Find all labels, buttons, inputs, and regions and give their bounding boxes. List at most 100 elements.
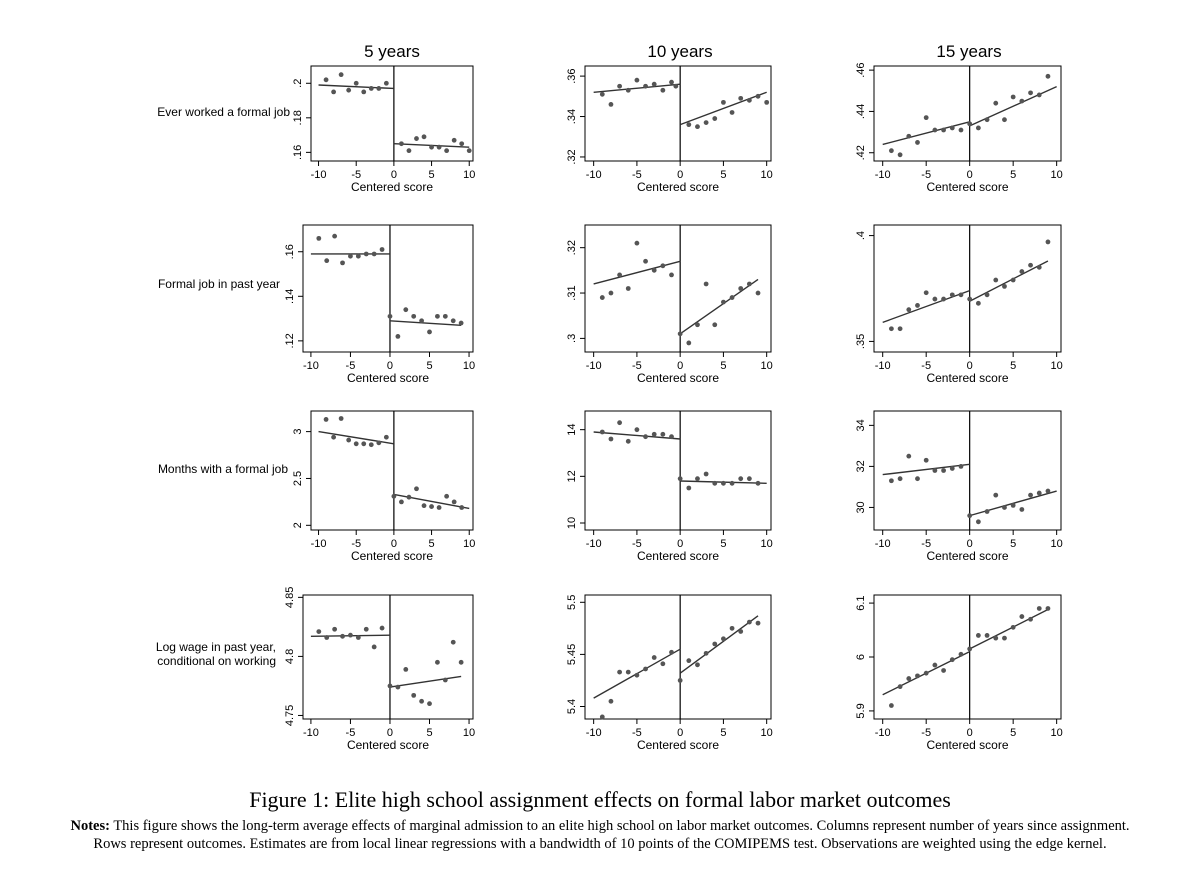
x-tick-label: 0 (967, 169, 973, 181)
data-point (338, 72, 344, 78)
data-point (729, 480, 735, 486)
data-point (451, 137, 457, 143)
data-point (993, 492, 999, 498)
x-tick-label: -10 (586, 360, 602, 372)
data-point (897, 476, 903, 482)
column-title-10-years: 10 years (647, 42, 712, 61)
panel-r2-c1: -10 -5 0 5 10 10 12 14 Centered score (566, 410, 773, 563)
data-point (958, 292, 964, 298)
data-point (651, 81, 657, 87)
data-point (617, 669, 623, 675)
y-tick-label: .42 (855, 145, 867, 160)
plot-frame (302, 594, 474, 720)
panel-r1-c1: -10 -5 0 5 10 .3 .31 .32 Centered score (566, 224, 773, 385)
plot-frame (873, 410, 1062, 531)
data-point (1019, 507, 1025, 512)
data-point (421, 503, 427, 509)
data-point (660, 661, 666, 667)
data-point (906, 453, 912, 459)
data-point (338, 416, 344, 421)
fit-line-right (389, 320, 462, 326)
data-point (949, 292, 955, 298)
y-tick-label: .44 (855, 104, 867, 119)
data-point (625, 87, 631, 93)
data-point (399, 499, 404, 505)
data-point (949, 657, 955, 663)
x-tick-label: 10 (463, 538, 475, 550)
x-tick-label: 0 (677, 538, 683, 550)
data-point (1002, 117, 1007, 123)
x-axis-title: Centered score (637, 180, 719, 194)
data-point (729, 295, 735, 300)
data-point (379, 625, 385, 631)
data-point (435, 659, 440, 665)
data-point (958, 463, 964, 469)
data-point (673, 83, 679, 89)
data-point (686, 658, 692, 664)
data-point (1019, 98, 1025, 104)
data-point (958, 127, 964, 133)
panel-r0-c1: -10 -5 0 5 10 .32 .34 .36 Centered score (566, 65, 773, 194)
data-point (729, 625, 735, 631)
data-point (1045, 73, 1051, 79)
data-point (399, 141, 404, 147)
x-tick-label: -5 (921, 360, 931, 372)
x-tick-label: 5 (426, 360, 432, 372)
data-point (1019, 269, 1025, 274)
data-point (1036, 264, 1042, 270)
data-point (353, 441, 359, 447)
x-tick-label: 5 (428, 538, 434, 550)
data-point (346, 437, 352, 443)
x-tick-label: 0 (391, 169, 397, 181)
data-point (368, 442, 374, 448)
fit-line-left (593, 431, 681, 440)
data-point (975, 300, 981, 306)
fit-line-left (882, 463, 970, 476)
fit-line-left (318, 84, 394, 90)
panel-r3-c2: -10 -5 0 5 10 5.9 6 6.1 Centered score (855, 594, 1063, 752)
data-point (746, 97, 752, 103)
data-point (1002, 635, 1007, 641)
data-point (738, 95, 744, 101)
data-point (669, 434, 674, 440)
y-tick-label: 5.5 (566, 595, 578, 610)
x-tick-label: 0 (387, 727, 393, 739)
data-point (1010, 624, 1016, 630)
data-point (1002, 505, 1007, 510)
caption-notes-text: This figure shows the long-term average … (93, 818, 1130, 852)
panels: -10 -5 0 5 10 .16 .18 .2 Centered score -10 -5 0 5 10… (284, 62, 1063, 752)
data-point (634, 672, 640, 678)
figure-caption: Figure 1: Elite high school assignment e… (60, 785, 1140, 853)
data-point (436, 505, 442, 510)
y-tick-label: 6 (855, 654, 867, 660)
data-point (331, 434, 337, 440)
data-point (703, 471, 709, 477)
data-point (746, 476, 752, 482)
row-label-log-wage-line-2: conditional on working (157, 654, 276, 668)
data-point (427, 329, 432, 335)
x-axis-title: Centered score (637, 738, 719, 752)
data-point (703, 650, 709, 656)
panel-r1-c0: -10 -5 0 5 10 .12 .14 .16 Centered score (284, 224, 475, 385)
data-point (403, 307, 409, 313)
data-point (932, 127, 938, 133)
data-point (686, 122, 692, 128)
data-point (363, 251, 369, 257)
fit-line-left (593, 83, 681, 93)
data-point (316, 235, 322, 241)
plot-frame (310, 65, 474, 162)
data-point (599, 714, 605, 720)
data-point (967, 296, 973, 302)
fit-line-right (679, 615, 759, 674)
y-tick-label: .14 (284, 289, 296, 304)
y-tick-label: 2.5 (292, 471, 304, 486)
y-tick-label: .12 (284, 333, 296, 348)
data-point (915, 476, 920, 482)
data-point (451, 499, 457, 505)
data-point (651, 431, 657, 437)
y-tick-label: 10 (566, 517, 578, 529)
plot-frame (584, 410, 772, 531)
x-tick-label: -10 (875, 169, 891, 181)
data-point (444, 148, 450, 154)
panel-r2-c2: -10 -5 0 5 10 30 32 34 Centered score (855, 410, 1063, 563)
